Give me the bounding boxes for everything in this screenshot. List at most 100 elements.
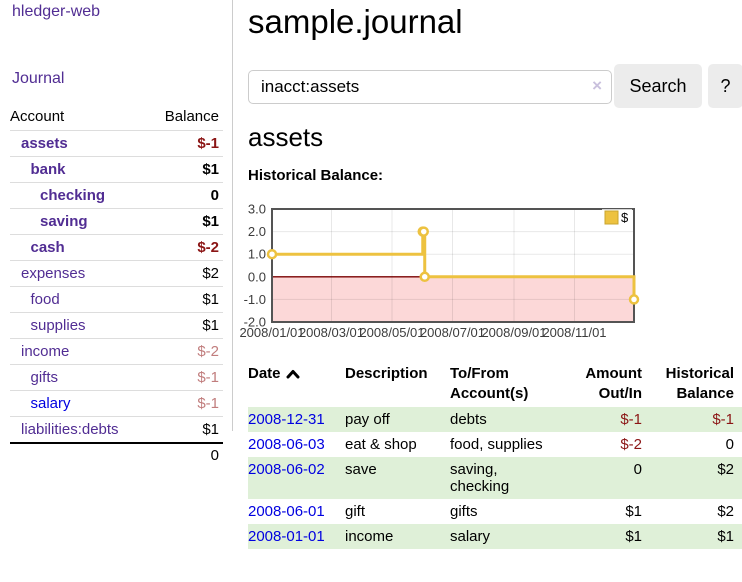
sidebar-account-salary[interactable]: salary: [30, 395, 71, 412]
transaction-accounts: gifts: [450, 503, 478, 520]
help-button[interactable]: ?: [708, 64, 742, 108]
accounts-total-row: 0: [10, 442, 223, 467]
y-tick-label: 0.0: [248, 269, 266, 284]
sidebar-account-gifts[interactable]: gifts: [30, 369, 59, 386]
account-row: liabilities:debts $1: [10, 416, 223, 443]
transaction-balance: $-1: [712, 411, 734, 428]
account-balance: $1: [148, 208, 223, 235]
sidebar-account-income[interactable]: income: [21, 343, 70, 360]
data-point-marker: [266, 248, 278, 260]
sidebar-item-journal[interactable]: Journal: [12, 70, 65, 87]
transaction-balance: 0: [725, 436, 734, 453]
sidebar-account-cash[interactable]: cash: [30, 239, 65, 256]
search-input[interactable]: [248, 70, 612, 104]
account-balance: $-1: [148, 390, 223, 417]
register-row: 2008-06-01 gift gifts $1 $2: [248, 499, 742, 524]
page-title: sample.journal: [248, 3, 463, 40]
account-balance: 0: [148, 182, 223, 209]
register-col-description: Description: [345, 365, 428, 382]
x-tick-label: 2008/11/01: [542, 325, 606, 340]
x-tick-label: 2008/05/01: [359, 325, 424, 340]
sidebar-account-checking[interactable]: checking: [40, 187, 106, 204]
legend-label: $: [621, 210, 629, 225]
x-tick-label: 2008/09/01: [481, 325, 546, 340]
transaction-balance: $2: [717, 461, 734, 478]
transaction-description: income: [345, 528, 394, 545]
register-row: 2008-06-03 eat & shop food, supplies $-2 0: [248, 432, 742, 457]
account-row: salary $-1: [10, 390, 223, 417]
y-tick-label: -1.0: [244, 292, 266, 307]
account-row: bank $1: [10, 156, 223, 183]
search-input-wrap: ×: [248, 64, 612, 108]
account-balance: $1: [148, 156, 223, 183]
register-row: 2008-01-01 income salary $1 $1: [248, 524, 742, 549]
register-col-date[interactable]: Date: [248, 360, 345, 407]
register-table: Date Description To/From Account(s) Amou…: [248, 360, 742, 549]
accounts-total-value: 0: [148, 442, 223, 467]
search-form: × Search ?: [248, 64, 742, 108]
sidebar-account-saving[interactable]: saving: [40, 213, 88, 230]
sidebar-account-liabilities-debts[interactable]: liabilities:debts: [21, 421, 119, 438]
register-col-balance: Historical Balance: [665, 365, 734, 402]
data-point-marker: [418, 226, 429, 237]
account-balance: $-1: [148, 364, 223, 391]
sidebar-account-food[interactable]: food: [30, 291, 60, 308]
chart-title: Historical Balance:: [248, 167, 384, 184]
legend-swatch: [604, 210, 619, 225]
y-tick-label: 2.0: [248, 224, 266, 239]
search-button[interactable]: Search: [614, 64, 702, 108]
account-heading: assets: [248, 122, 324, 152]
register-row: 2008-12-31 pay off debts $-1 $-1: [248, 407, 742, 432]
transaction-description: eat & shop: [345, 436, 417, 453]
sidebar-account-assets[interactable]: assets: [21, 135, 68, 152]
sidebar-account-expenses[interactable]: expenses: [21, 265, 86, 282]
account-balance: $-2: [148, 234, 223, 261]
account-row: expenses $2: [10, 260, 223, 287]
account-balance: $-2: [148, 338, 223, 365]
account-row: income $-2: [10, 338, 223, 365]
account-row: gifts $-1: [10, 364, 223, 391]
plot-border: [271, 208, 635, 323]
transaction-accounts: debts: [450, 411, 487, 428]
account-row: supplies $1: [10, 312, 223, 339]
account-row: saving $1: [10, 208, 223, 235]
transaction-description: pay off: [345, 411, 390, 428]
register-col-accounts: To/From Account(s): [450, 365, 529, 402]
x-tick-label: 2008/07/01: [420, 325, 485, 340]
transaction-amount: $1: [625, 503, 642, 520]
register-row: 2008-06-02 save saving, checking 0 $2: [248, 457, 742, 499]
account-row: cash $-2: [10, 234, 223, 261]
account-balance: $1: [148, 312, 223, 339]
account-row: checking 0: [10, 182, 223, 209]
transaction-date-link[interactable]: 2008-06-01: [248, 503, 325, 520]
data-point-marker: [419, 271, 430, 283]
transaction-balance: $2: [717, 503, 734, 520]
historical-balance-chart[interactable]: $3.0 2.0 1.0 0.0 -1.0 -2.02008/01/012008/03/0…: [238, 200, 742, 348]
sidebar-account-bank[interactable]: bank: [30, 161, 66, 178]
register-col-date-label: Date: [248, 365, 281, 382]
accounts-table: Account Balance assets $-1 bank $1 checking 0…: [10, 105, 223, 467]
sidebar-account-supplies[interactable]: supplies: [30, 317, 86, 334]
account-balance: $-1: [148, 130, 223, 157]
transaction-amount: $-2: [620, 436, 642, 453]
transaction-date-link[interactable]: 2008-12-31: [248, 411, 325, 428]
sort-ascending-icon: [286, 370, 300, 379]
accounts-col-balance: Balance: [164, 108, 219, 125]
transaction-amount: $-1: [620, 411, 642, 428]
transaction-accounts: food, supplies: [450, 436, 543, 453]
y-tick-label: 1.0: [248, 247, 266, 262]
transaction-amount: 0: [633, 461, 642, 478]
x-tick-label: 2008/01/01: [239, 325, 304, 340]
transaction-date-link[interactable]: 2008-06-03: [248, 436, 325, 453]
negative-region: [273, 276, 633, 321]
transaction-date-link[interactable]: 2008-06-02: [248, 461, 325, 478]
transaction-date-link[interactable]: 2008-01-01: [248, 528, 325, 545]
clear-search-icon[interactable]: ×: [592, 76, 602, 95]
transaction-description: gift: [345, 503, 366, 520]
account-balance: $2: [148, 260, 223, 287]
register-col-amount: Amount Out/In: [585, 365, 642, 402]
app-title-link[interactable]: hledger-web: [12, 3, 101, 20]
transaction-description: save: [345, 461, 377, 478]
transaction-accounts: salary: [450, 528, 491, 545]
sidebar: hledger-web Journal Account Balance asse…: [0, 0, 233, 467]
